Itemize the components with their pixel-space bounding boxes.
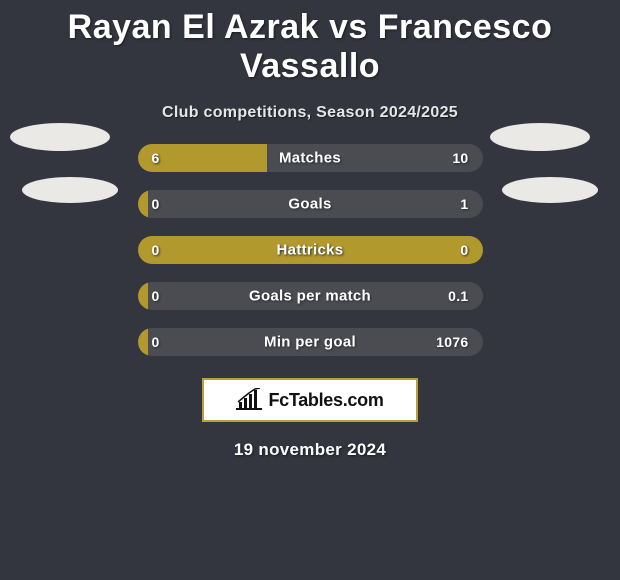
chart-icon [236, 388, 262, 412]
stat-bar: 6 10 Matches [138, 144, 483, 172]
value-right: 0 [460, 242, 468, 258]
value-right: 1 [460, 196, 468, 212]
page-subtitle: Club competitions, Season 2024/2025 [0, 104, 620, 122]
page-title: Rayan El Azrak vs Francesco Vassallo [0, 0, 620, 86]
bar-left [138, 282, 148, 310]
metric-label: Min per goal [264, 334, 356, 351]
badge-text: FcTables.com [268, 390, 383, 411]
value-left: 0 [152, 334, 160, 350]
comparison-rows: 6 10 Matches 0 1 Goals 0 0 Hattricks 0 0.1 Goals pe… [0, 144, 620, 356]
bar-left [138, 190, 148, 218]
metric-label: Matches [279, 150, 341, 167]
value-left: 6 [152, 150, 160, 166]
value-right: 10 [452, 150, 468, 166]
timestamp: 19 november 2024 [0, 440, 620, 460]
stat-row: 0 1 Goals [0, 190, 620, 218]
value-right: 0.1 [448, 288, 468, 304]
stat-bar: 0 0.1 Goals per match [138, 282, 483, 310]
stat-row: 0 0.1 Goals per match [0, 282, 620, 310]
stat-bar: 0 1 Goals [138, 190, 483, 218]
metric-label: Goals [288, 196, 331, 213]
stat-row: 6 10 Matches [0, 144, 620, 172]
stat-bar: 0 0 Hattricks [138, 236, 483, 264]
stat-bar: 0 1076 Min per goal [138, 328, 483, 356]
value-left: 0 [152, 242, 160, 258]
metric-label: Hattricks [277, 242, 344, 259]
bar-left [138, 328, 148, 356]
value-right: 1076 [436, 334, 468, 350]
value-left: 0 [152, 196, 160, 212]
metric-label: Goals per match [249, 288, 371, 305]
source-badge: FcTables.com [202, 378, 418, 422]
value-left: 0 [152, 288, 160, 304]
stat-row: 0 1076 Min per goal [0, 328, 620, 356]
stat-row: 0 0 Hattricks [0, 236, 620, 264]
